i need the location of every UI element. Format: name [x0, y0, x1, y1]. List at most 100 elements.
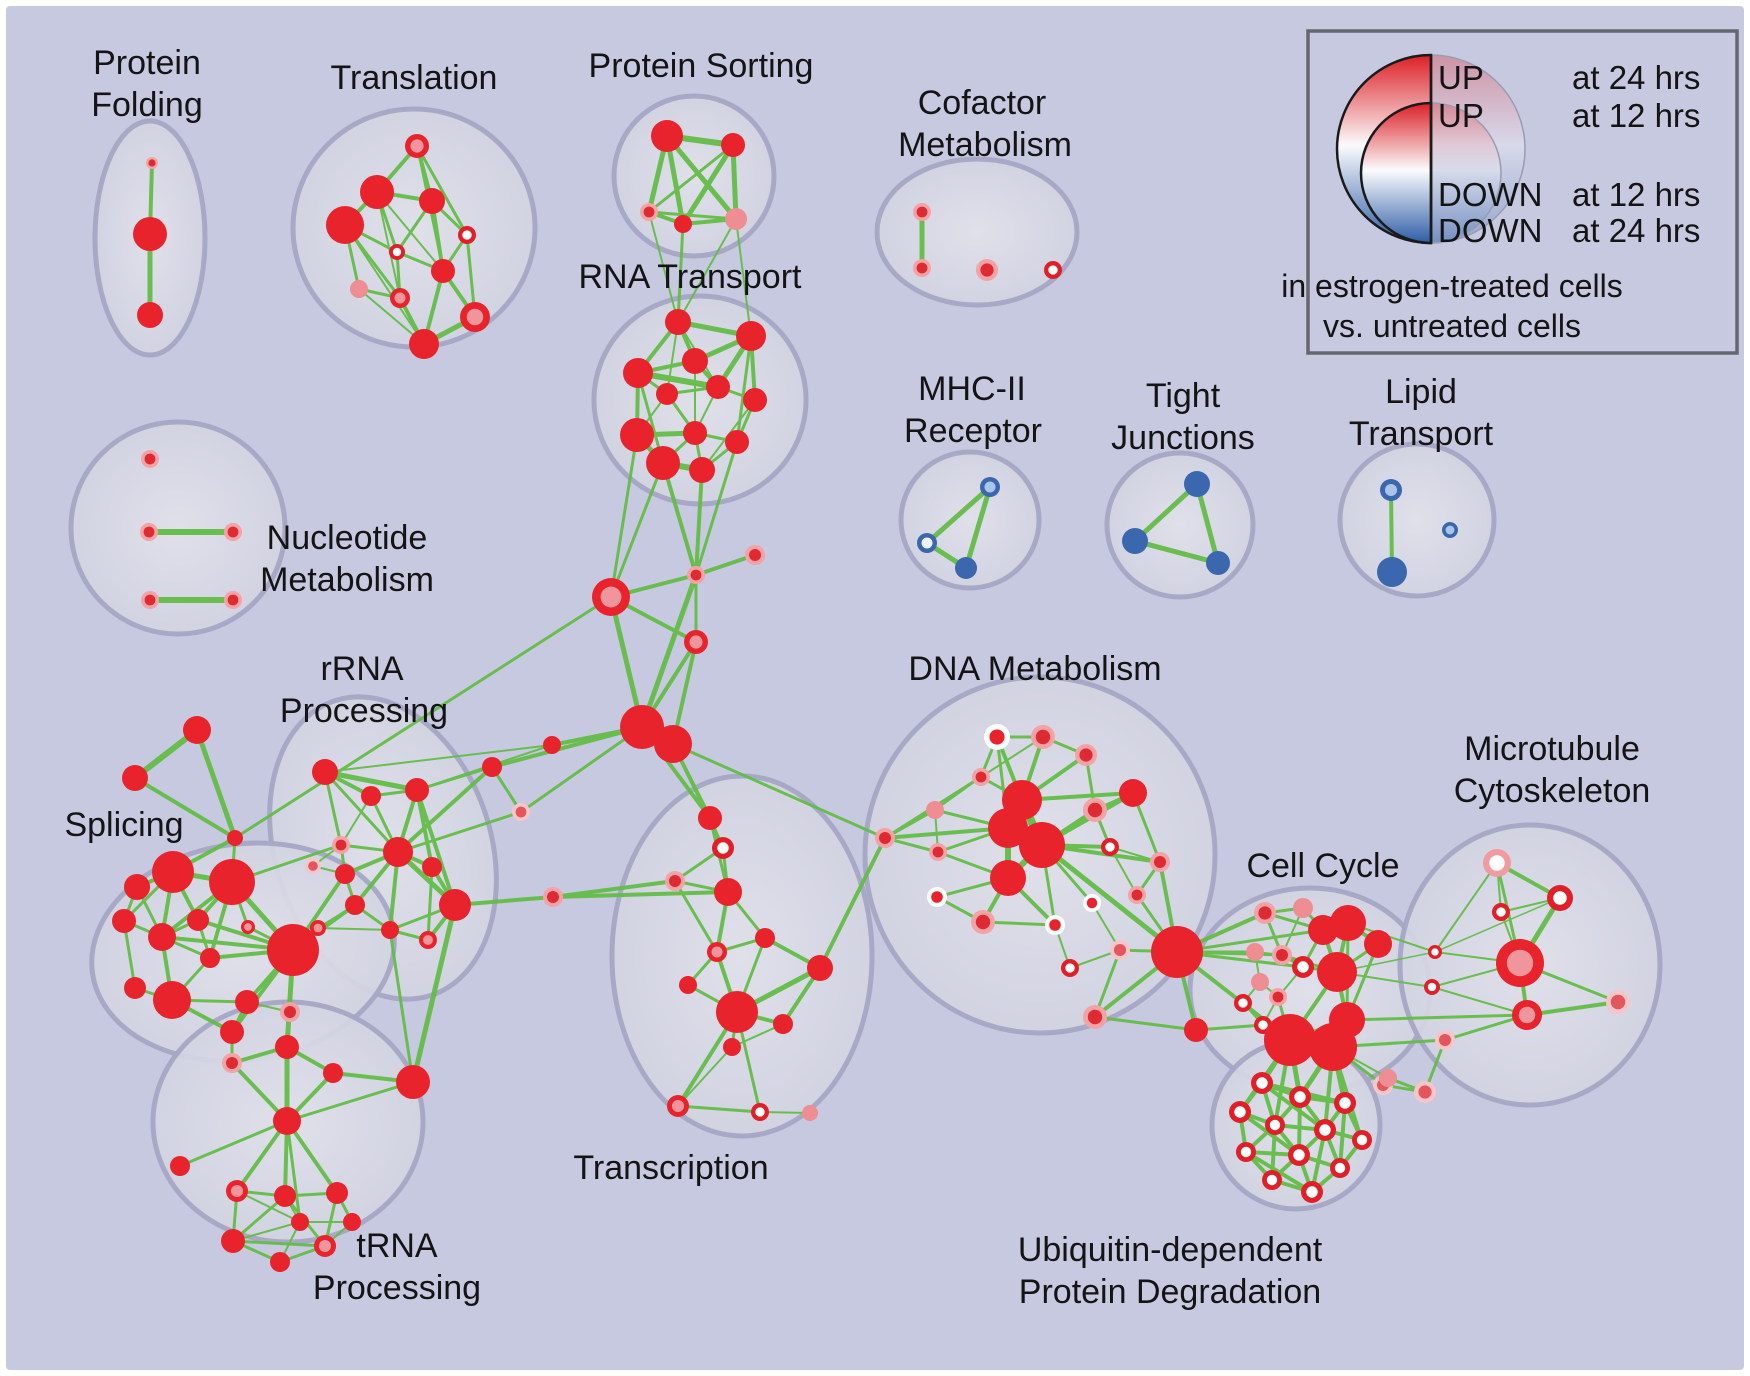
node-dm9 — [1019, 822, 1065, 868]
node-sp3 — [124, 874, 150, 900]
node-outer — [714, 878, 742, 906]
node-rt5 — [706, 375, 730, 399]
node-rt12 — [689, 457, 715, 483]
node-outer — [383, 837, 413, 867]
network-edge — [415, 788, 457, 907]
node-outer — [137, 302, 163, 328]
node-tc14 — [802, 1105, 818, 1121]
node-sp4 — [112, 909, 136, 933]
node-tr3 — [419, 188, 445, 214]
node-rr12 — [419, 931, 437, 949]
node-mt2 — [1547, 885, 1573, 911]
node-sp13 — [280, 1002, 300, 1022]
node-ps1 — [651, 120, 683, 152]
node-outer — [409, 329, 439, 359]
node-outer — [656, 383, 678, 405]
node-dm8 — [988, 808, 1028, 848]
node-dm17 — [1110, 940, 1130, 960]
node-inner — [717, 842, 729, 854]
network-edge — [661, 461, 698, 577]
node-inner — [1306, 1186, 1318, 1198]
node-mt6 — [1424, 979, 1440, 995]
node-rr5 — [305, 858, 321, 874]
node-dmgw — [875, 828, 895, 848]
network-edge — [396, 810, 523, 854]
node-inner — [144, 594, 156, 606]
node-dm5 — [926, 801, 944, 819]
node-inner — [1506, 949, 1534, 977]
legend-gradient-circle-left — [1359, 101, 1433, 245]
node-inner — [671, 1099, 685, 1113]
node-outer — [187, 909, 209, 931]
node-outer — [1364, 930, 1392, 958]
network-edge — [1109, 846, 1138, 896]
node-inner — [1269, 1119, 1281, 1131]
node-lp2 — [1442, 522, 1458, 538]
cluster-label-mhc-ii-receptor: Receptor — [904, 412, 1042, 450]
node-rr2 — [361, 786, 381, 806]
node-tc7 — [679, 976, 697, 994]
node-outer — [682, 348, 708, 374]
cluster-cofactor-metabolism — [874, 156, 1080, 308]
node-cc9 — [1317, 952, 1357, 992]
node-cc14 — [1264, 1014, 1316, 1066]
node-outer — [1151, 926, 1203, 978]
node-inner — [921, 537, 933, 549]
network-edge — [639, 572, 699, 730]
network-edge — [671, 742, 887, 840]
node-pf2 — [133, 217, 167, 251]
node-rr4 — [332, 836, 350, 854]
legend-time-1: at 12 hrs — [1572, 97, 1700, 134]
node-outer — [721, 133, 745, 157]
cluster-label-trna-processing: tRNA — [356, 1227, 438, 1265]
network-edge — [178, 1119, 289, 1168]
network-edge — [194, 727, 238, 841]
network-edge — [1238, 1110, 1301, 1157]
node-outer — [112, 909, 136, 933]
node-outer — [227, 830, 243, 846]
node-rt4 — [623, 358, 653, 388]
node-outer — [716, 991, 758, 1033]
node-cf2 — [913, 259, 931, 277]
node-dm14 — [1150, 852, 1170, 872]
network-edge — [609, 433, 639, 599]
network-edge — [1194, 481, 1221, 566]
node-outer — [275, 1035, 299, 1059]
node-dm24 — [1184, 1018, 1208, 1042]
node-cc12 — [1234, 994, 1252, 1012]
node-mh2 — [917, 533, 937, 553]
legend-time-3: at 24 hrs — [1572, 212, 1700, 249]
node-outer — [689, 457, 715, 483]
node-dm20 — [927, 887, 947, 907]
network-edge — [818, 836, 887, 970]
node-rt3 — [682, 348, 708, 374]
network-edge — [609, 461, 665, 599]
network-edge — [426, 865, 434, 942]
node-outer — [343, 1213, 361, 1231]
node-tn13 — [291, 1213, 309, 1231]
node-tk2 — [687, 566, 705, 584]
node-outer — [350, 280, 368, 298]
node-outer — [482, 757, 502, 777]
cluster-label-lipid-transport: Transport — [1349, 415, 1494, 453]
node-nm1 — [141, 450, 159, 468]
node-inner — [1384, 483, 1398, 497]
node-inner — [975, 771, 987, 783]
network-edge — [231, 1239, 327, 1248]
node-dm6 — [929, 843, 947, 861]
node-rr9 — [422, 857, 442, 877]
node-tj1 — [1184, 471, 1210, 497]
node-inner — [1518, 1006, 1536, 1024]
node-sp10 — [124, 977, 146, 999]
node-cc8 — [1292, 956, 1314, 978]
node-tn7 — [226, 1180, 248, 1202]
node-rr13 — [310, 920, 326, 936]
node-outer — [1317, 952, 1357, 992]
node-ps2 — [721, 133, 745, 157]
node-inner — [1154, 856, 1166, 868]
node-spt3 — [227, 830, 243, 846]
network-edge — [934, 776, 982, 811]
node-outer — [381, 921, 399, 939]
cluster-label-tight-junctions: Tight — [1146, 377, 1221, 415]
node-sp8 — [200, 948, 220, 968]
